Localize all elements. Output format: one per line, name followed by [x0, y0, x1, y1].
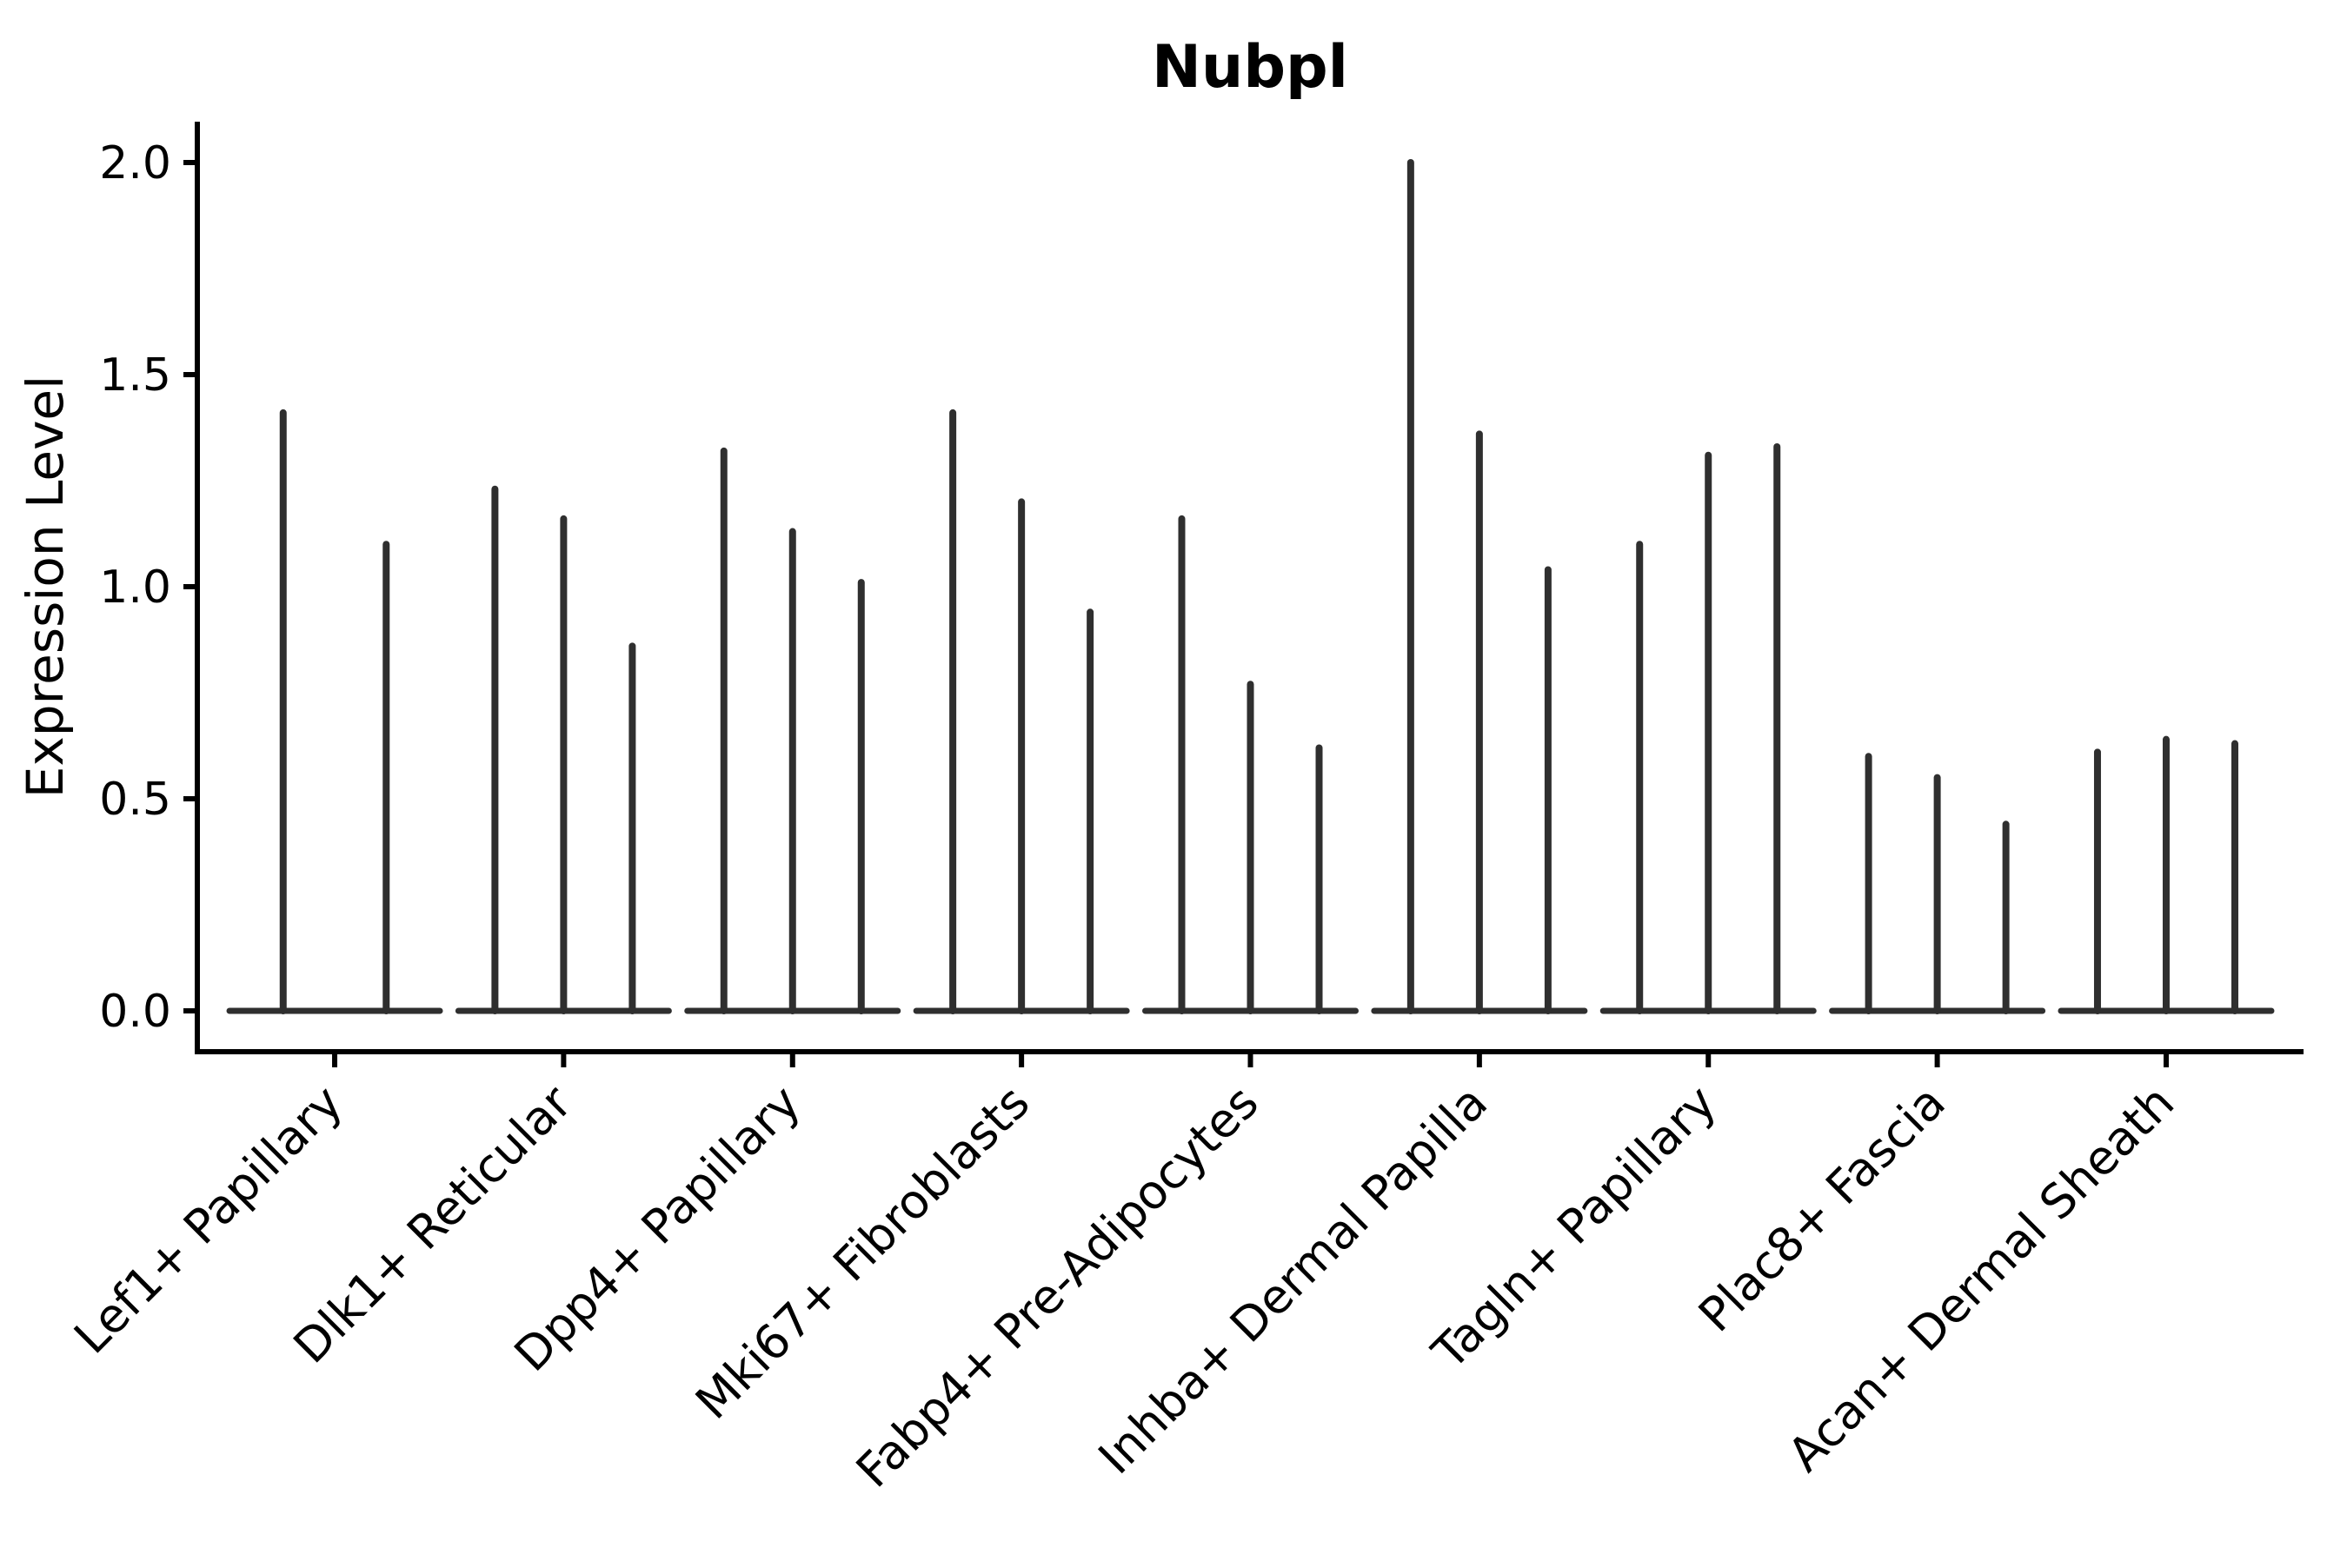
y-tick-label: 0.0: [99, 986, 171, 1038]
x-tick-label: Acan+ Dermal Sheath: [1778, 1075, 2184, 1482]
y-tick-label: 0.5: [99, 774, 171, 826]
chart-title: Nubpl: [1152, 33, 1348, 102]
y-axis-label: Expression Level: [16, 375, 75, 798]
x-tick-label: Fabp4+ Pre-Adipocytes: [846, 1075, 1269, 1498]
y-tick-label: 2.0: [99, 137, 171, 189]
y-tick-label: 1.0: [99, 561, 171, 614]
y-tick-label: 1.5: [99, 349, 171, 402]
x-tick-label: Plac8+ Fascia: [1688, 1075, 1956, 1343]
x-tick-label: Inhba+ Dermal Papilla: [1088, 1075, 1498, 1485]
